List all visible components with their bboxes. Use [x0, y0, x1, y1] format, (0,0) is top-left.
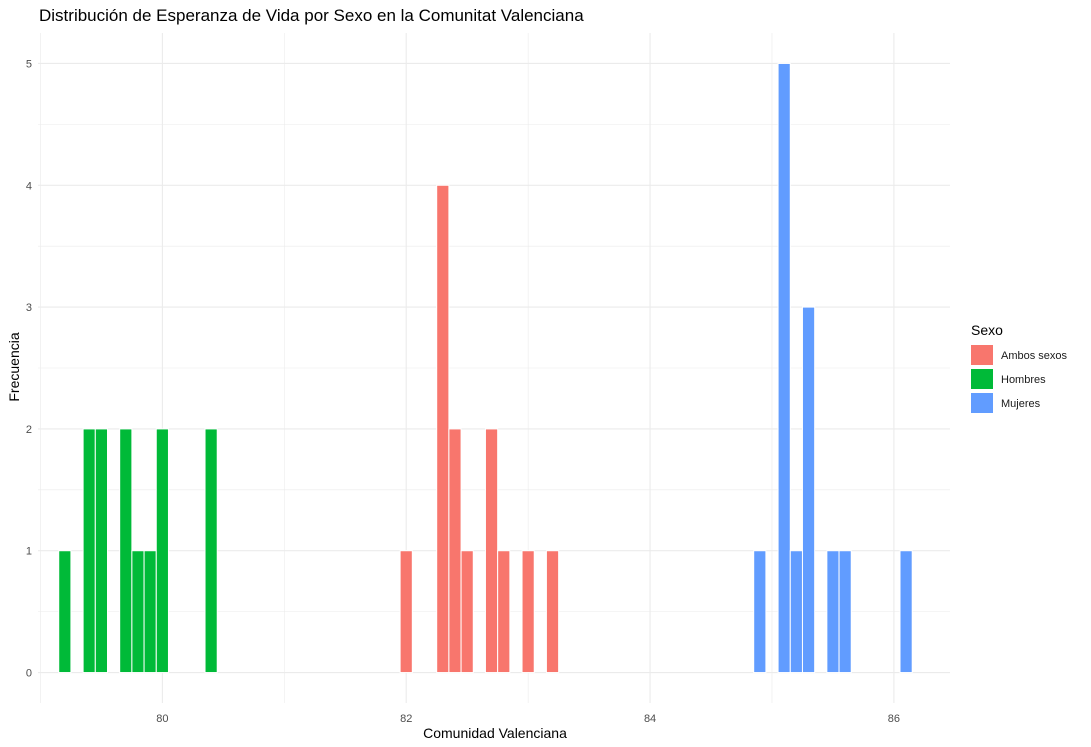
- chart-title: Distribución de Esperanza de Vida por Se…: [39, 6, 584, 25]
- y-tick-label: 5: [26, 58, 32, 70]
- legend: Sexo Ambos sexos Hombres Mujeres: [971, 322, 1068, 413]
- legend-swatch-hombres: [971, 369, 993, 389]
- bar-mujeres-0: [753, 550, 767, 674]
- bar-ambos-sexos-0: [399, 550, 413, 674]
- bar-hombres-3: [119, 428, 133, 674]
- bar-hombres-6: [155, 428, 169, 674]
- x-tick-label: 86: [888, 713, 900, 725]
- legend-label-ambos-sexos: Ambos sexos: [1001, 350, 1068, 362]
- legend-items: Ambos sexos Hombres Mujeres: [971, 345, 1068, 413]
- bar-ambos-sexos-6: [521, 550, 535, 674]
- bar-hombres-0: [58, 550, 72, 674]
- bar-mujeres-3: [801, 306, 816, 674]
- bar-hombres-1: [82, 428, 96, 674]
- y-tick-label: 4: [26, 180, 32, 192]
- bar-hombres-2: [94, 428, 108, 674]
- y-tick-label: 2: [26, 424, 32, 436]
- tick-labels: 80 82 84 86 0 1 2 3 4 5: [26, 58, 900, 725]
- x-tick-label: 82: [400, 713, 412, 725]
- legend-title: Sexo: [971, 322, 1003, 338]
- bar-hombres-7: [204, 428, 218, 674]
- bar-ambos-sexos-5: [497, 550, 511, 674]
- bar-mujeres-4: [826, 550, 840, 674]
- x-axis-title: Comunidad Valenciana: [423, 725, 567, 741]
- y-axis-title: Frecuencia: [6, 332, 22, 401]
- y-tick-label: 0: [26, 668, 32, 680]
- bar-hombres-4: [131, 550, 145, 674]
- legend-label-mujeres: Mujeres: [1001, 398, 1041, 410]
- bar-mujeres-5: [838, 550, 852, 674]
- legend-swatch-ambos-sexos: [971, 345, 993, 365]
- x-tick-label: 80: [156, 713, 168, 725]
- bar-mujeres-2: [789, 550, 803, 674]
- x-tick-label: 84: [644, 713, 656, 725]
- bar-mujeres-1: [777, 62, 791, 674]
- y-tick-label: 1: [26, 546, 32, 558]
- bar-ambos-sexos-3: [460, 550, 474, 674]
- bar-ambos-sexos-7: [545, 550, 560, 674]
- legend-swatch-mujeres: [971, 393, 993, 413]
- bar-ambos-sexos-2: [448, 428, 462, 674]
- bar-ambos-sexos-1: [436, 184, 450, 674]
- bars: [58, 62, 913, 674]
- bar-mujeres-6: [899, 550, 913, 674]
- bar-ambos-sexos-4: [484, 428, 499, 674]
- legend-label-hombres: Hombres: [1001, 374, 1046, 386]
- bar-hombres-5: [143, 550, 157, 674]
- y-tick-label: 3: [26, 302, 32, 314]
